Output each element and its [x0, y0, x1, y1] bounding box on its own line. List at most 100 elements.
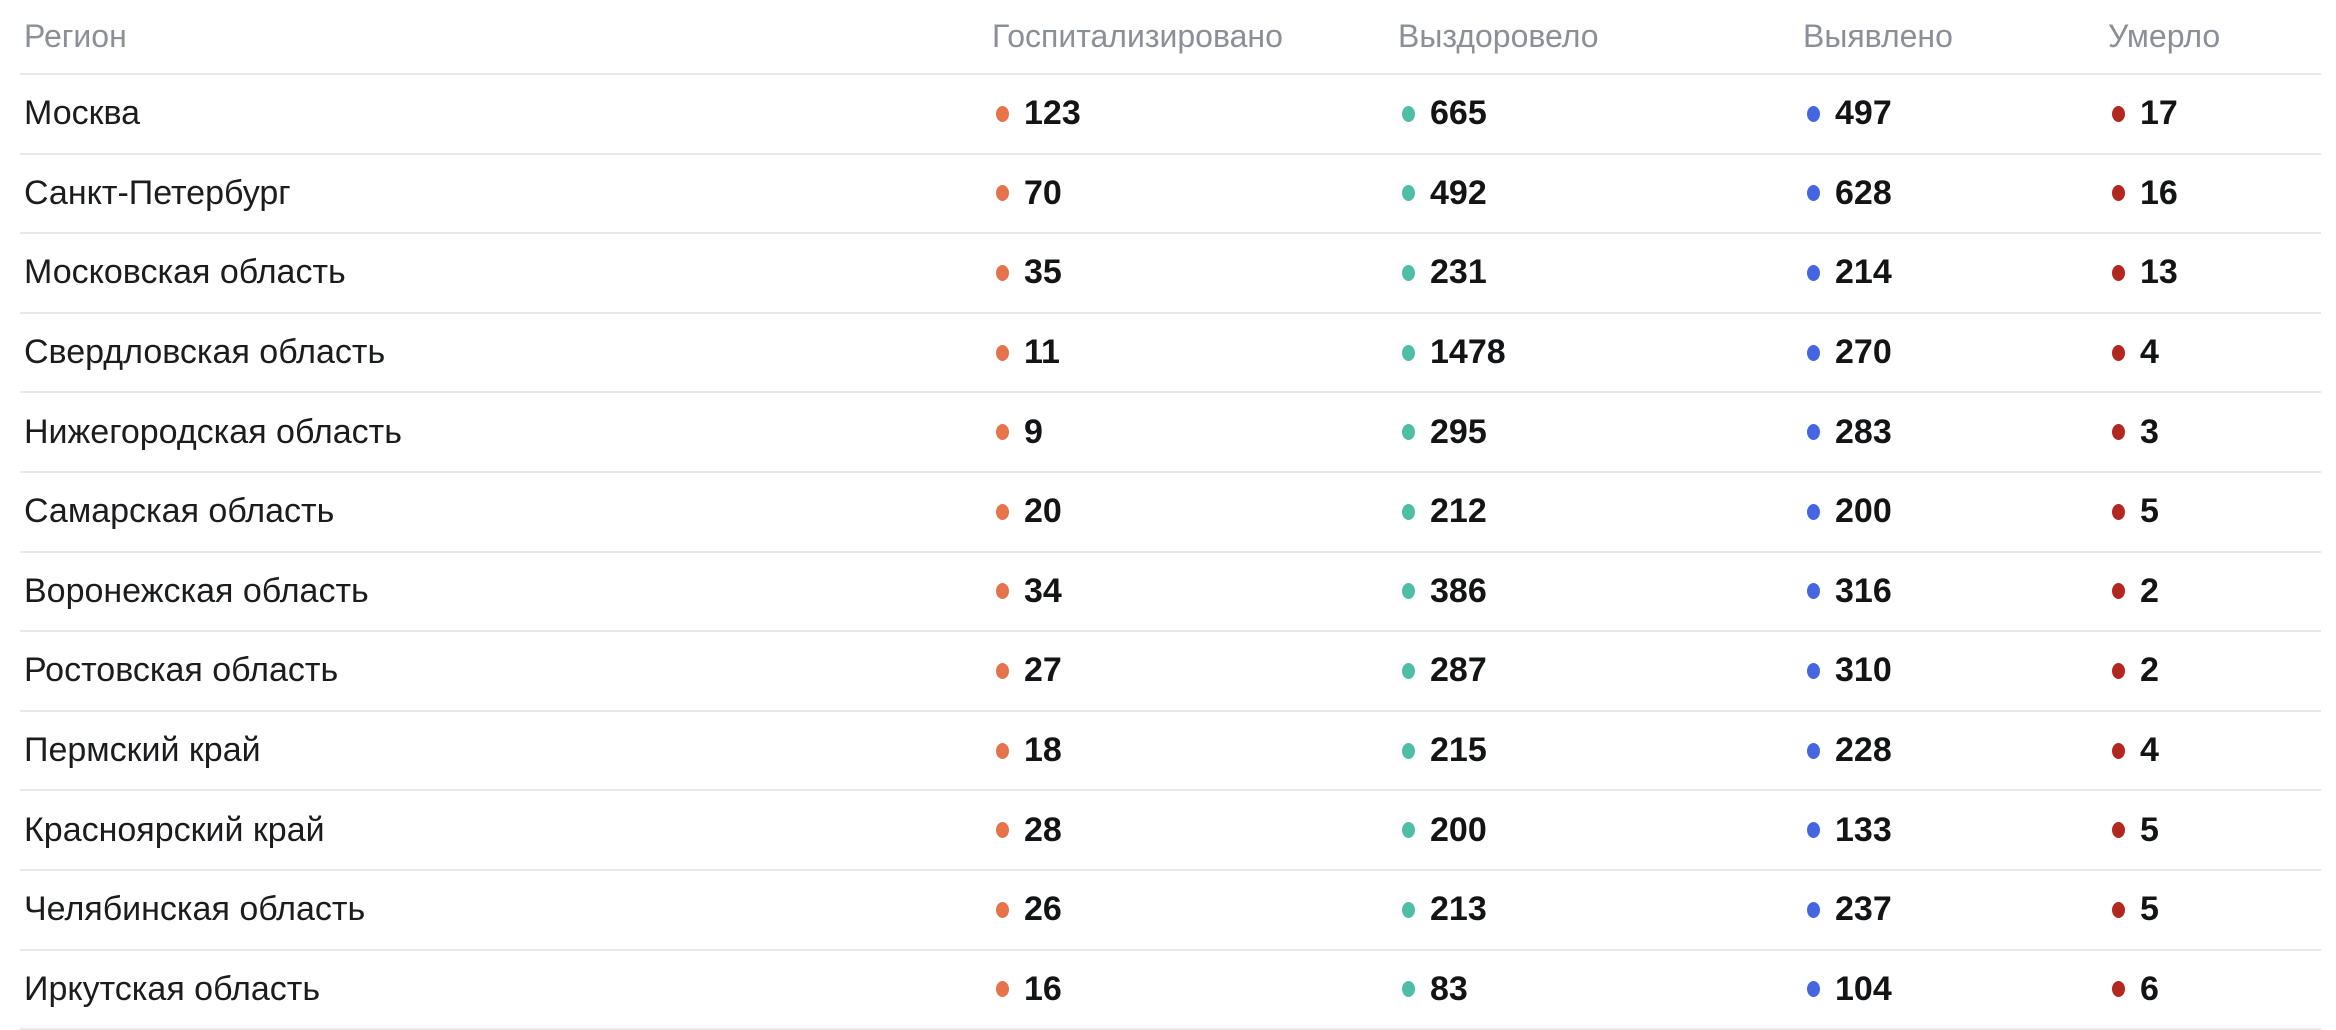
recovered-cell: 200 [1398, 811, 1803, 850]
recovered-cell: 386 [1398, 572, 1803, 611]
recovered-cell: 492 [1398, 174, 1803, 213]
hospitalized-dot-icon [996, 105, 1009, 122]
died-cell: 4 [2108, 731, 2321, 770]
hospitalized-value: 28 [1024, 810, 1062, 849]
detected-cell: 104 [1803, 970, 2108, 1009]
column-header-recovered: Выздоровело [1398, 18, 1599, 54]
hospitalized-dot-icon [996, 662, 1009, 679]
recovered-value: 212 [1430, 492, 1487, 531]
detected-value: 283 [1835, 412, 1892, 451]
hospitalized-value: 9 [1024, 412, 1043, 451]
column-header-region: Регион [24, 18, 127, 54]
hospitalized-cell: 16 [992, 970, 1398, 1009]
table-row: Санкт-Петербург 70 492 628 16 [20, 155, 2321, 235]
died-dot-icon [2112, 185, 2125, 202]
detected-cell: 316 [1803, 572, 2108, 611]
detected-value: 497 [1835, 94, 1892, 133]
died-cell: 5 [2108, 492, 2321, 531]
recovered-value: 386 [1430, 571, 1487, 610]
died-dot-icon [2112, 981, 2125, 998]
region-name: Москва [24, 94, 141, 133]
recovered-value: 215 [1430, 731, 1487, 770]
table-row: Самарская область 20 212 200 5 [20, 473, 2321, 553]
column-header-died: Умерло [2108, 18, 2221, 54]
hospitalized-dot-icon [996, 742, 1009, 759]
recovered-value: 213 [1430, 890, 1487, 929]
detected-cell: 497 [1803, 94, 2108, 133]
died-cell: 13 [2108, 253, 2321, 292]
detected-cell: 310 [1803, 651, 2108, 690]
table-row: Иркутская область 16 83 104 6 [20, 951, 2321, 1030]
recovered-value: 1478 [1430, 333, 1506, 372]
region-name: Свердловская область [24, 333, 386, 372]
died-dot-icon [2112, 742, 2125, 759]
recovered-dot-icon [1402, 662, 1415, 679]
died-value: 3 [2140, 412, 2159, 451]
table-row: Красноярский край 28 200 133 5 [20, 791, 2321, 871]
column-header-detected: Выявлено [1803, 18, 1953, 54]
died-dot-icon [2112, 822, 2125, 839]
detected-value: 628 [1835, 173, 1892, 212]
table-row: Пермский край 18 215 228 4 [20, 712, 2321, 792]
recovered-value: 231 [1430, 253, 1487, 292]
recovered-dot-icon [1402, 742, 1415, 759]
recovered-dot-icon [1402, 264, 1415, 281]
hospitalized-value: 123 [1024, 94, 1081, 133]
died-value: 13 [2140, 253, 2178, 292]
detected-dot-icon [1807, 185, 1820, 202]
recovered-cell: 212 [1398, 492, 1803, 531]
died-value: 6 [2140, 969, 2159, 1008]
table-row: Нижегородская область 9 295 283 3 [20, 393, 2321, 473]
died-value: 4 [2140, 731, 2159, 770]
hospitalized-value: 35 [1024, 253, 1062, 292]
region-name: Нижегородская область [24, 412, 402, 451]
detected-value: 228 [1835, 731, 1892, 770]
detected-dot-icon [1807, 105, 1820, 122]
table-row: Московская область 35 231 214 13 [20, 234, 2321, 314]
hospitalized-dot-icon [996, 264, 1009, 281]
recovered-value: 200 [1430, 810, 1487, 849]
recovered-cell: 1478 [1398, 333, 1803, 372]
detected-cell: 214 [1803, 253, 2108, 292]
hospitalized-cell: 26 [992, 890, 1398, 929]
detected-cell: 628 [1803, 174, 2108, 213]
died-value: 17 [2140, 94, 2178, 133]
died-cell: 4 [2108, 333, 2321, 372]
recovered-cell: 83 [1398, 970, 1803, 1009]
recovered-dot-icon [1402, 822, 1415, 839]
recovered-cell: 665 [1398, 94, 1803, 133]
region-name: Челябинская область [24, 890, 366, 929]
recovered-value: 83 [1430, 969, 1468, 1008]
died-cell: 2 [2108, 651, 2321, 690]
detected-value: 104 [1835, 969, 1892, 1008]
detected-dot-icon [1807, 901, 1820, 918]
table-row: Москва 123 665 497 17 [20, 75, 2321, 155]
detected-dot-icon [1807, 742, 1820, 759]
region-name: Пермский край [24, 731, 261, 770]
table-row: Свердловская область 11 1478 270 4 [20, 314, 2321, 394]
recovered-value: 295 [1430, 412, 1487, 451]
table-row: Ростовская область 27 287 310 2 [20, 632, 2321, 712]
header-row: Регион Госпитализировано Выздоровело Выя… [20, 0, 2321, 75]
hospitalized-cell: 18 [992, 731, 1398, 770]
recovered-dot-icon [1402, 344, 1415, 361]
region-name: Ростовская область [24, 651, 339, 690]
hospitalized-cell: 35 [992, 253, 1398, 292]
died-cell: 3 [2108, 413, 2321, 452]
hospitalized-cell: 11 [992, 333, 1398, 372]
detected-value: 200 [1835, 492, 1892, 531]
recovered-value: 665 [1430, 94, 1487, 133]
hospitalized-cell: 9 [992, 413, 1398, 452]
detected-value: 214 [1835, 253, 1892, 292]
recovered-cell: 287 [1398, 651, 1803, 690]
region-name: Иркутская область [24, 969, 321, 1008]
detected-dot-icon [1807, 583, 1820, 600]
hospitalized-cell: 34 [992, 572, 1398, 611]
died-cell: 2 [2108, 572, 2321, 611]
detected-dot-icon [1807, 503, 1820, 520]
detected-cell: 283 [1803, 413, 2108, 452]
recovered-cell: 213 [1398, 890, 1803, 929]
detected-value: 316 [1835, 571, 1892, 610]
died-dot-icon [2112, 503, 2125, 520]
